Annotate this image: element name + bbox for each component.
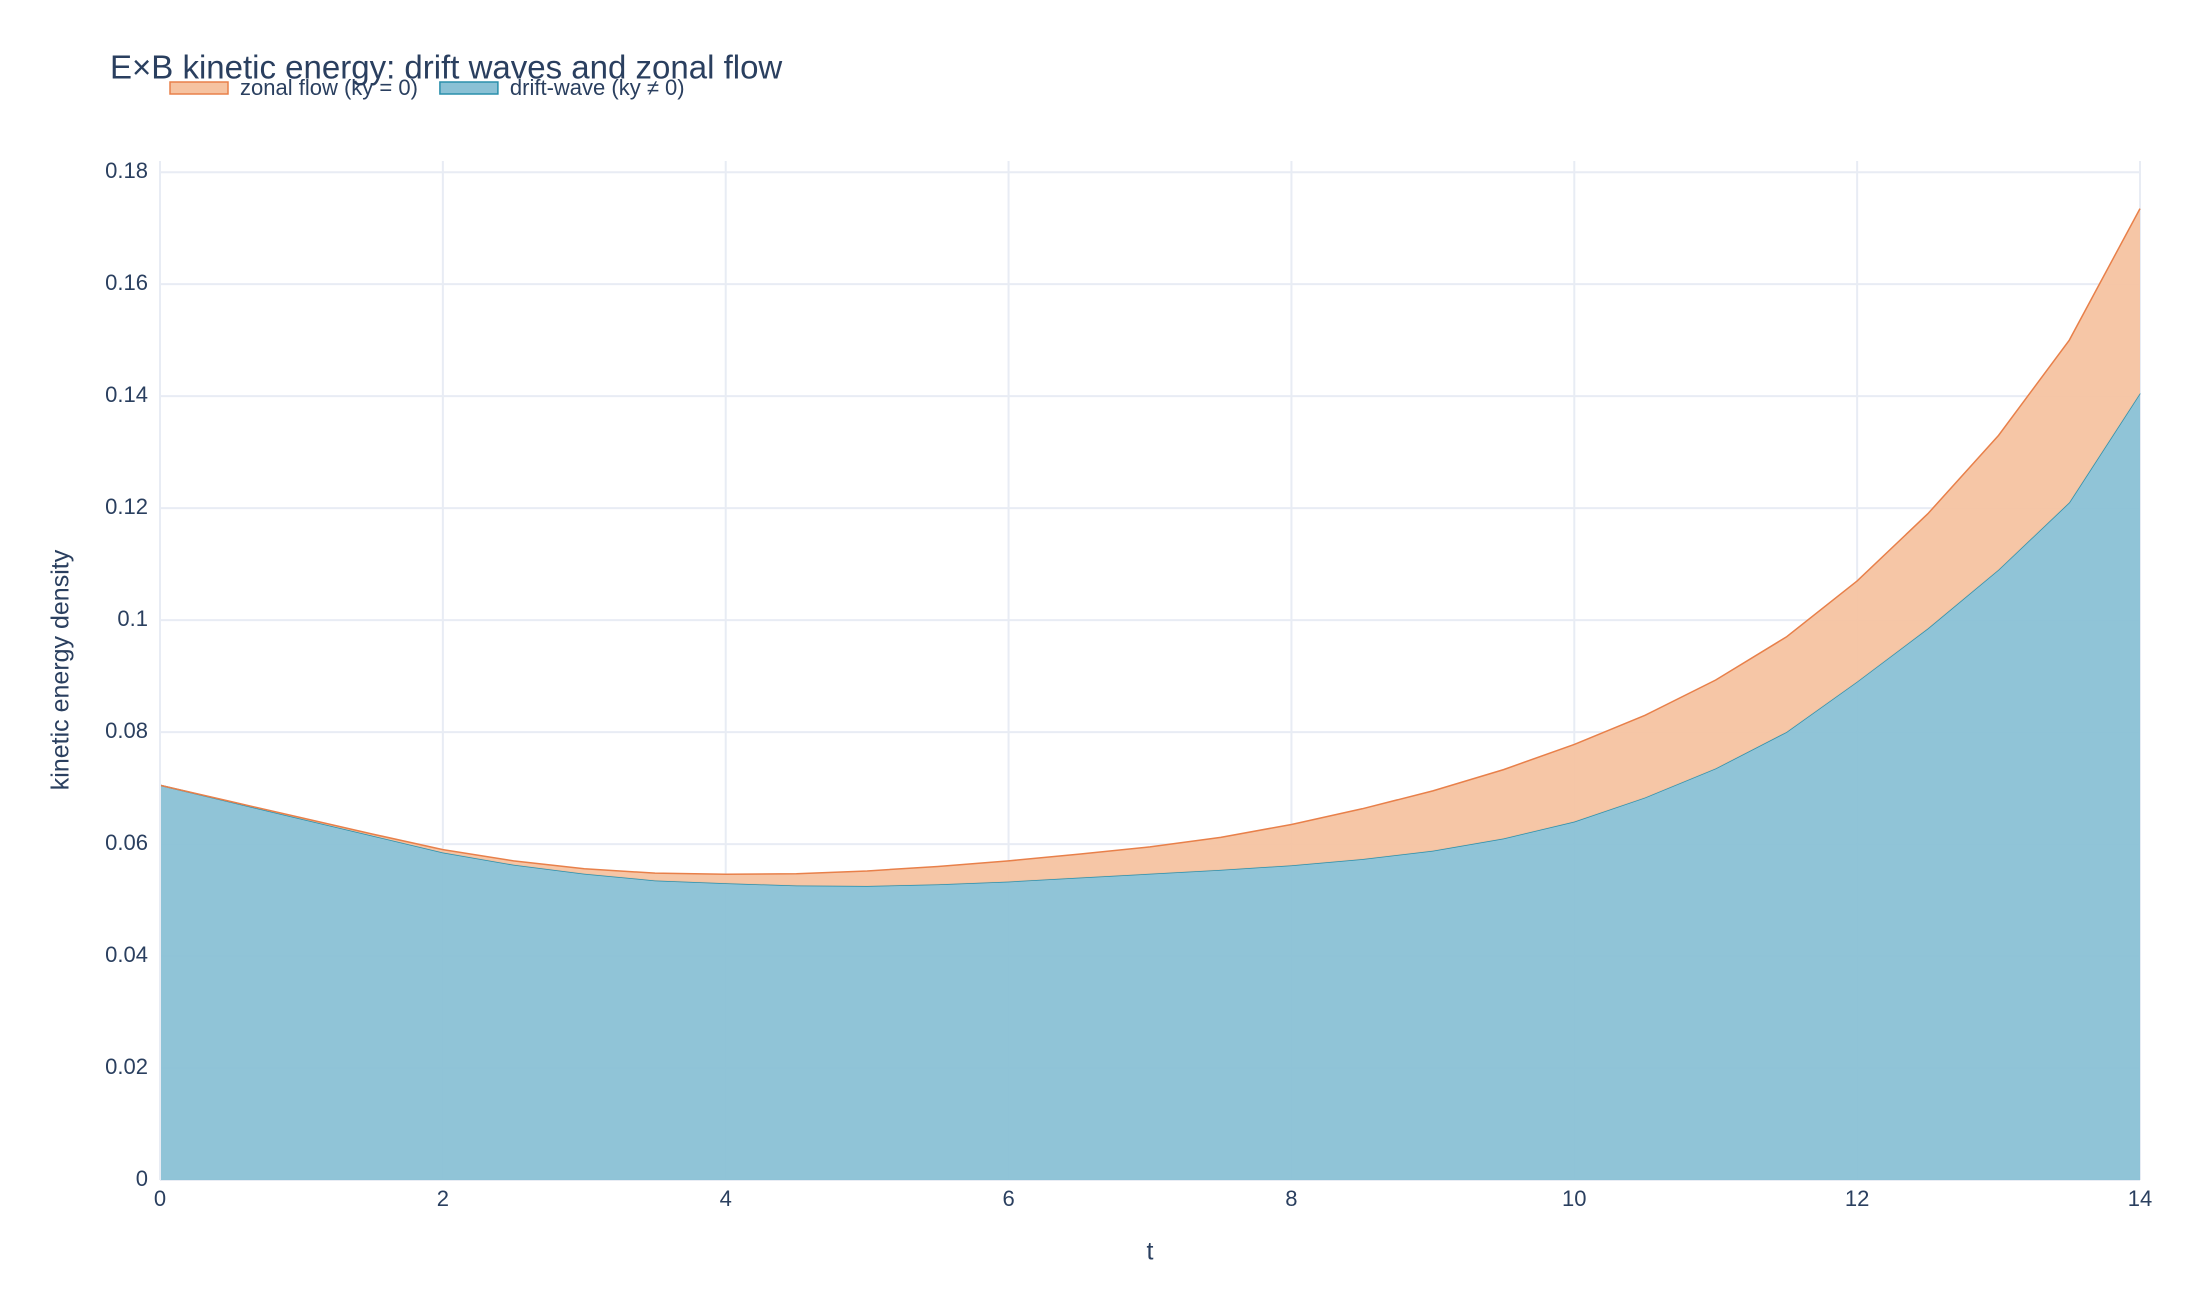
x-tick-label: 2 bbox=[437, 1186, 449, 1211]
y-tick-label: 0.18 bbox=[105, 158, 148, 183]
chart-title: E×B kinetic energy: drift waves and zona… bbox=[110, 49, 782, 86]
legend-swatch bbox=[169, 81, 229, 95]
x-tick-label: 14 bbox=[2128, 1186, 2152, 1211]
x-tick-label: 4 bbox=[720, 1186, 732, 1211]
x-tick-label: 0 bbox=[154, 1186, 166, 1211]
y-tick-label: 0.16 bbox=[105, 270, 148, 295]
y-tick-label: 0.04 bbox=[105, 942, 148, 967]
area-line bbox=[159, 208, 2141, 876]
legend-label: zonal flow (ky = 0) bbox=[240, 75, 418, 100]
y-tick-label: 0.06 bbox=[105, 830, 148, 855]
legend-label: drift-wave (ky ≠ 0) bbox=[510, 75, 685, 100]
x-axis-label: t bbox=[1147, 1238, 1154, 1266]
y-tick-label: 0.14 bbox=[105, 382, 148, 407]
y-tick-label: 0.1 bbox=[117, 606, 148, 631]
y-tick-label: 0 bbox=[136, 1166, 148, 1191]
x-tick-label: 6 bbox=[1002, 1186, 1014, 1211]
x-tick-label: 12 bbox=[1845, 1186, 1869, 1211]
y-tick-label: 0.08 bbox=[105, 718, 148, 743]
area-fill bbox=[160, 208, 2140, 887]
y-tick-label: 0.12 bbox=[105, 494, 148, 519]
y-axis-label: kinetic energy density bbox=[47, 549, 75, 790]
x-tick-label: 10 bbox=[1562, 1186, 1586, 1211]
area-fill bbox=[160, 393, 2140, 1181]
legend-swatch bbox=[439, 81, 499, 95]
x-tick-label: 8 bbox=[1285, 1186, 1297, 1211]
y-tick-label: 0.02 bbox=[105, 1054, 148, 1079]
